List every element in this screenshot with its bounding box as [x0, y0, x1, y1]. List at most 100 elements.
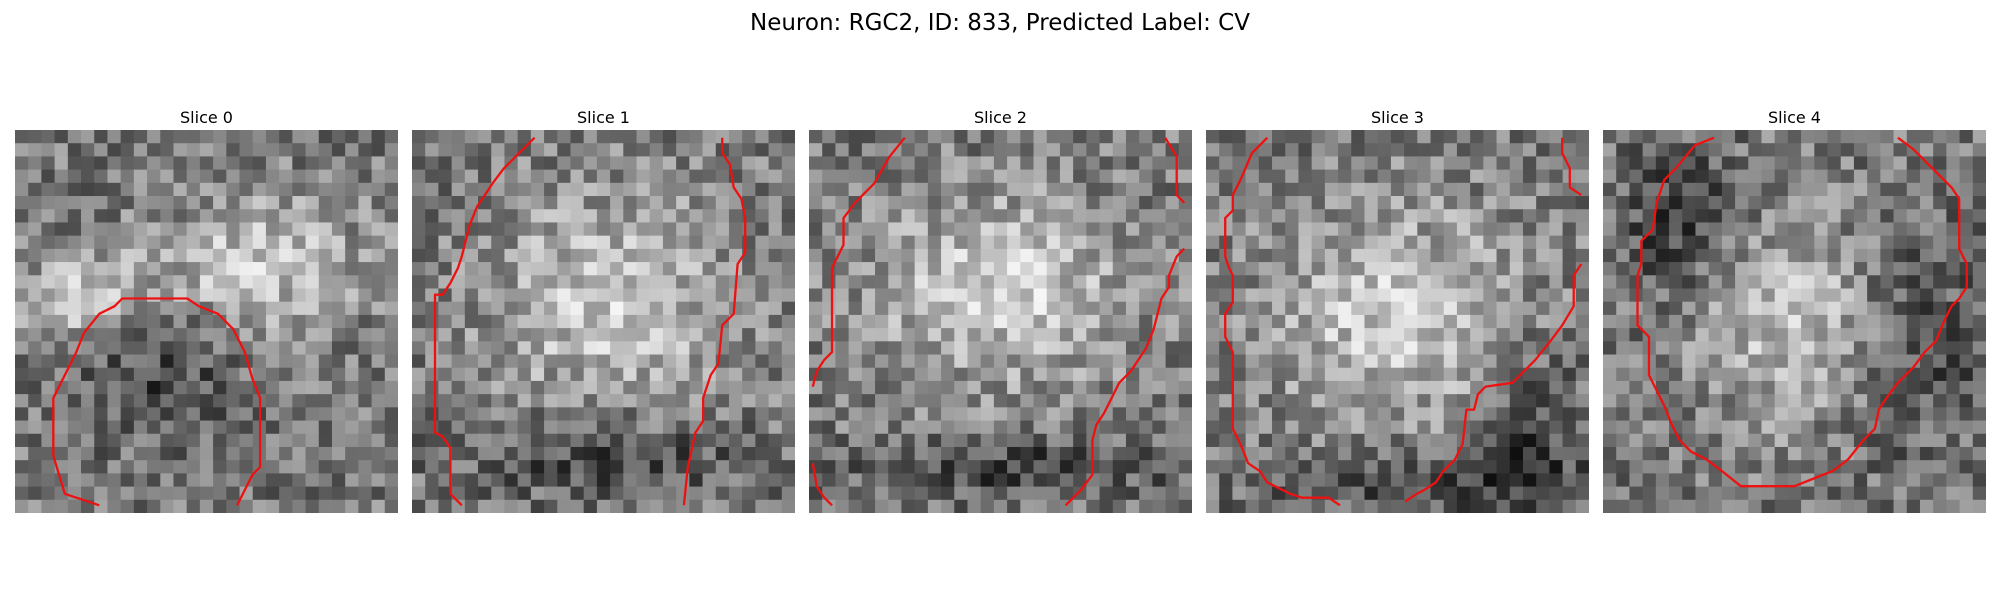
pixel-cell	[1364, 143, 1379, 158]
pixel-cell	[1206, 235, 1220, 250]
pixel-cell	[1735, 248, 1749, 263]
pixel-cell	[1629, 235, 1644, 250]
pixel-cell	[199, 314, 214, 329]
pixel-cell	[464, 367, 479, 382]
pixel-cell	[623, 486, 638, 501]
pixel-cell	[412, 262, 426, 276]
pixel-cell	[371, 301, 386, 316]
pixel-cell	[1219, 130, 1234, 144]
pixel-cell	[861, 275, 876, 290]
pixel-cell	[1575, 460, 1589, 474]
pixel-cell	[941, 222, 955, 237]
pixel-cell	[1695, 446, 1710, 461]
pixel-cell	[1206, 328, 1220, 342]
pixel-cell	[54, 380, 69, 395]
pixel-cell	[1919, 248, 1934, 263]
pixel-cell	[728, 314, 743, 329]
pixel-cell	[107, 262, 122, 276]
pixel-cell	[742, 196, 756, 210]
pixel-cell	[54, 288, 69, 303]
pixel-cell	[358, 314, 373, 329]
pixel-cell	[768, 328, 783, 342]
pixel-cell	[1483, 486, 1498, 501]
pixel-cell	[967, 288, 982, 303]
pixel-cell	[1285, 169, 1300, 184]
pixel-cell	[67, 499, 82, 513]
pixel-cell	[1669, 433, 1683, 448]
pixel-cell	[1655, 275, 1670, 290]
pixel-cell	[755, 446, 770, 461]
pixel-cell	[1933, 420, 1947, 435]
pixel-cell	[1695, 499, 1710, 513]
pixel-cell	[147, 288, 161, 303]
pixel-cell	[583, 460, 598, 474]
pixel-cell	[1258, 367, 1273, 382]
pixel-cell	[1893, 341, 1908, 356]
pixel-cell	[371, 473, 386, 488]
pixel-cell	[610, 196, 624, 210]
pixel-cell	[728, 407, 743, 422]
pixel-cell	[517, 314, 532, 329]
pixel-cell	[623, 156, 638, 171]
pixel-cell	[1496, 341, 1511, 356]
pixel-cell	[742, 262, 756, 276]
pixel-cell	[1272, 222, 1286, 237]
pixel-cell	[1575, 196, 1589, 210]
pixel-cell	[438, 222, 453, 237]
pixel-cell	[1324, 354, 1339, 369]
pixel-cell	[941, 169, 955, 184]
pixel-cell	[1364, 196, 1379, 210]
pixel-cell	[305, 301, 320, 316]
pixel-cell	[1919, 169, 1934, 184]
pixel-cell	[318, 314, 333, 329]
pixel-cell	[1073, 182, 1087, 197]
pixel-cell	[676, 380, 690, 395]
pixel-cell	[636, 130, 651, 144]
pixel-cell	[768, 209, 783, 224]
pixel-cell	[318, 420, 333, 435]
pixel-cell	[1549, 499, 1564, 513]
pixel-cell	[1562, 380, 1577, 395]
pixel-cell	[1562, 460, 1577, 474]
pixel-cell	[464, 275, 479, 290]
pixel-cell	[967, 169, 982, 184]
pixel-cell	[1695, 182, 1710, 197]
pixel-cell	[54, 486, 69, 501]
pixel-cell	[331, 248, 346, 263]
pixel-cell	[160, 367, 175, 382]
pixel-cell	[199, 380, 214, 395]
pixel-cell	[1298, 248, 1313, 263]
pixel-cell	[1946, 328, 1961, 342]
pixel-cell	[213, 460, 227, 474]
pixel-cell	[1522, 222, 1537, 237]
pixel-cell	[1364, 486, 1379, 501]
pixel-cell	[160, 407, 175, 422]
pixel-cell	[478, 235, 492, 250]
pixel-cell	[358, 394, 373, 408]
pixel-cell	[1787, 328, 1802, 342]
pixel-cell	[1748, 341, 1763, 356]
pixel-cell	[120, 367, 135, 382]
pixel-cell	[1285, 196, 1300, 210]
pixel-cell	[781, 182, 795, 197]
pixel-cell	[15, 433, 29, 448]
pixel-cell	[1165, 380, 1180, 395]
pixel-cell	[1880, 473, 1895, 488]
pixel-cell	[186, 275, 201, 290]
pixel-cell	[81, 367, 95, 382]
pixel-cell	[742, 394, 756, 408]
pixel-cell	[993, 143, 1008, 158]
pixel-cell	[1232, 420, 1247, 435]
pixel-cell	[941, 301, 955, 316]
pixel-cell	[173, 460, 188, 474]
pixel-cell	[331, 196, 346, 210]
pixel-cell	[1827, 143, 1842, 158]
pixel-cell	[1020, 222, 1035, 237]
pixel-cell	[226, 130, 241, 144]
pixel-cell	[1404, 314, 1418, 329]
pixel-cell	[1669, 288, 1683, 303]
pixel-cell	[1219, 196, 1234, 210]
pixel-cell	[689, 301, 704, 316]
pixel-cell	[1311, 235, 1326, 250]
pixel-cell	[1112, 301, 1127, 316]
